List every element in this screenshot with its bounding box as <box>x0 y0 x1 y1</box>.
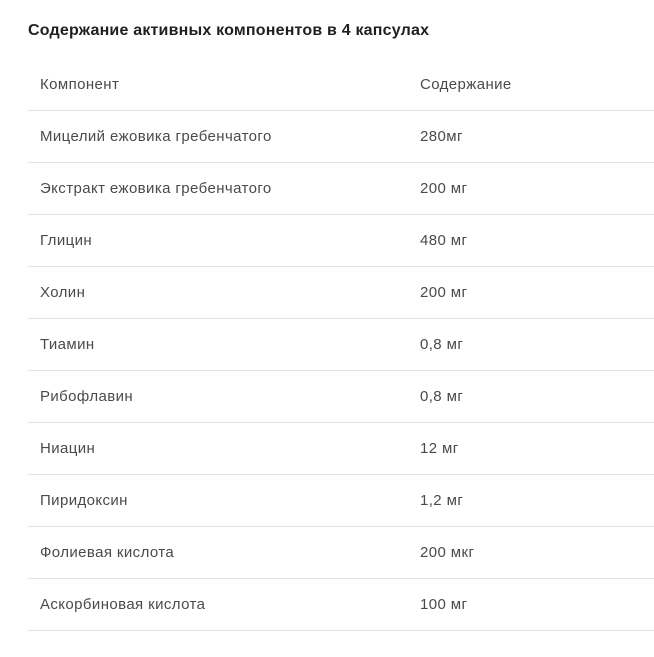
table-row: Аскорбиновая кислота 100 мг <box>28 579 654 631</box>
table-row: Фолиевая кислота 200 мкг <box>28 527 654 579</box>
component-amount: 1,2 мг <box>420 492 464 509</box>
component-name: Экстракт ежовика гребенчатого <box>40 180 272 197</box>
component-name: Ниацин <box>40 440 96 457</box>
column-header-amount: Содержание <box>420 76 512 93</box>
component-amount: 200 мкг <box>420 544 475 561</box>
table-header-row: Компонент Содержание <box>28 59 654 111</box>
table-row: Рибофлавин 0,8 мг <box>28 371 654 423</box>
component-name: Рибофлавин <box>40 388 134 405</box>
table-row: Тиамин 0,8 мг <box>28 319 654 371</box>
component-name: Пиридоксин <box>40 492 128 509</box>
component-name: Мицелий ежовика гребенчатого <box>40 128 272 145</box>
component-amount: 0,8 мг <box>420 388 464 405</box>
component-amount: 200 мг <box>420 284 468 301</box>
component-amount: 280мг <box>420 128 463 145</box>
component-name: Тиамин <box>40 336 95 353</box>
component-amount: 0,8 мг <box>420 336 464 353</box>
table-row: Ниацин 12 мг <box>28 423 654 475</box>
table-body: Мицелий ежовика гребенчатого 280мг Экстрак… <box>28 111 654 631</box>
component-amount: 12 мг <box>420 440 459 457</box>
component-name: Фолиевая кислота <box>40 544 175 561</box>
page-title: Содержание активных компонентов в 4 капс… <box>28 22 430 39</box>
components-table: Компонент Содержание Мицелий ежовика гре… <box>28 59 654 631</box>
component-name: Аскорбиновая кислота <box>40 596 206 613</box>
column-header-component: Компонент <box>40 76 120 93</box>
table-row: Холин 200 мг <box>28 267 654 319</box>
component-amount: 100 мг <box>420 596 468 613</box>
component-amount: 200 мг <box>420 180 468 197</box>
content-area: Содержание активных компонентов в 4 капс… <box>28 22 654 631</box>
component-name: Глицин <box>40 232 93 249</box>
component-name: Холин <box>40 284 86 301</box>
table-row: Экстракт ежовика гребенчатого 200 мг <box>28 163 654 215</box>
table-row: Глицин 480 мг <box>28 215 654 267</box>
table-row: Мицелий ежовика гребенчатого 280мг <box>28 111 654 163</box>
component-amount: 480 мг <box>420 232 468 249</box>
table-row: Пиридоксин 1,2 мг <box>28 475 654 527</box>
